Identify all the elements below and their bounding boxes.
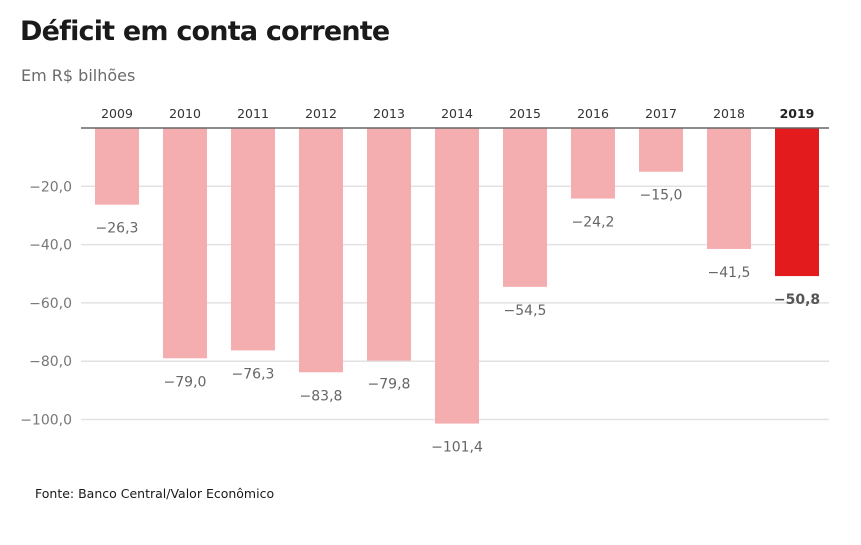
bar-2013 [367, 128, 411, 361]
category-label-2009: 2009 [101, 106, 133, 121]
bar-2018 [707, 128, 751, 249]
value-labels: −26,3 −79,0 −76,3 −83,8 −79,8 −101,4 −54,5 −24,… [96, 188, 821, 456]
category-label-2015: 2015 [509, 106, 541, 121]
value-label-2018: −41,5 [708, 265, 751, 281]
y-axis-ticks: −20,0 −40,0 −60,0 −80,0 −100,0 [20, 179, 72, 428]
bar-2015 [503, 128, 547, 287]
category-label-2013: 2013 [373, 106, 405, 121]
category-label-2010: 2010 [169, 106, 201, 121]
category-label-2019: 2019 [780, 106, 815, 121]
y-tick-label: −100,0 [20, 413, 72, 429]
bars [95, 128, 819, 424]
x-axis-categories: 2009 2010 2011 2012 2013 2014 2015 2016 2017 2018… [101, 106, 814, 121]
value-label-2012: −83,8 [300, 388, 343, 404]
value-label-2016: −24,2 [572, 215, 615, 231]
bar-2012 [299, 128, 343, 373]
category-label-2014: 2014 [441, 106, 473, 121]
y-tick-label: −40,0 [29, 238, 72, 254]
bar-2019 [775, 128, 819, 277]
bar-2016 [571, 128, 615, 199]
bar-2010 [163, 128, 207, 359]
value-label-2015: −54,5 [504, 303, 547, 319]
bar-2017 [639, 128, 683, 172]
y-tick-label: −20,0 [29, 179, 72, 195]
category-label-2017: 2017 [645, 106, 677, 121]
bar-2011 [231, 128, 275, 351]
value-label-2010: −79,0 [164, 374, 207, 390]
bar-2014 [435, 128, 479, 424]
category-label-2012: 2012 [305, 106, 337, 121]
value-label-2019: −50,8 [774, 292, 820, 308]
y-tick-label: −60,0 [29, 296, 72, 312]
category-label-2018: 2018 [713, 106, 745, 121]
chart-source: Fonte: Banco Central/Valor Econômico [35, 486, 275, 501]
value-label-2017: −15,0 [640, 188, 683, 204]
bar-2009 [95, 128, 139, 205]
category-label-2011: 2011 [237, 106, 269, 121]
y-tick-label: −80,0 [29, 354, 72, 370]
chart-subtitle: Em R$ bilhões [21, 66, 136, 85]
value-label-2014: −101,4 [431, 440, 483, 456]
value-label-2009: −26,3 [96, 221, 139, 237]
value-label-2011: −76,3 [232, 366, 275, 382]
value-label-2013: −79,8 [368, 377, 411, 393]
chart-title: Déficit em conta corrente [20, 16, 390, 47]
category-label-2016: 2016 [577, 106, 609, 121]
